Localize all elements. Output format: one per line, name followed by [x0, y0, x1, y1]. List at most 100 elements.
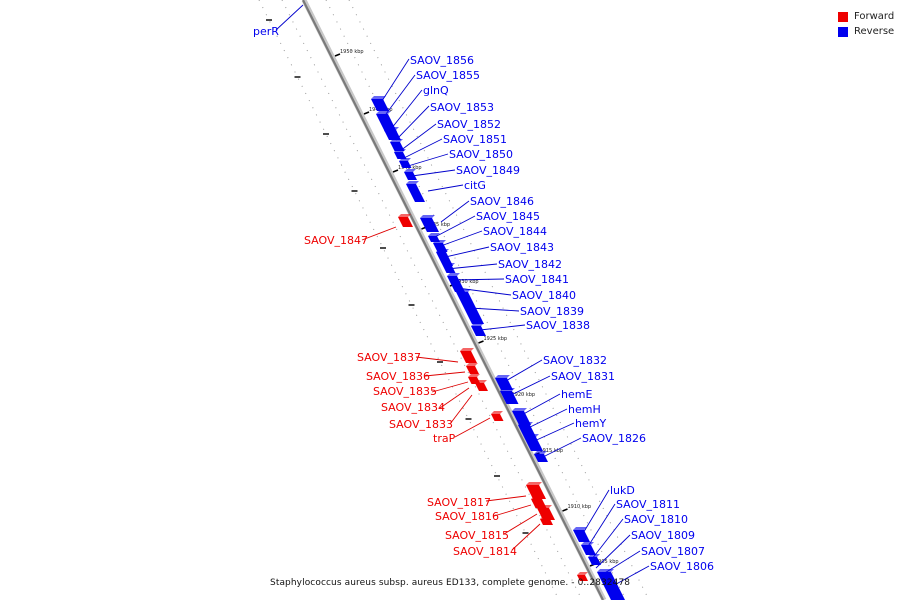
reverse-gene-block-4	[394, 149, 407, 159]
gene-top	[531, 496, 545, 499]
leader-forward-0	[361, 226, 397, 241]
reverse-gene-label-5: SAOV_1852	[437, 118, 501, 131]
gene-face	[597, 572, 625, 600]
gene-top	[500, 388, 515, 391]
tick-label: 1915 kbp	[540, 448, 564, 454]
forward-gene-block-6	[526, 482, 546, 499]
leader-reverse-25	[581, 489, 610, 536]
genome-caption: Staphylococcus aureus subsp. aureus ED13…	[270, 578, 631, 588]
leader-reverse-27	[591, 518, 624, 560]
tick-label: 1925 kbp	[484, 336, 508, 342]
gene-face	[371, 99, 389, 111]
forward-gene-label-2: SAOV_1836	[366, 370, 430, 383]
gene-face	[512, 411, 531, 425]
reverse-gene-block-20	[524, 434, 543, 451]
leader-reverse-18	[479, 324, 526, 331]
leader-reverse-24	[540, 437, 582, 459]
gene-face	[394, 152, 407, 159]
leader-forward-8	[493, 504, 532, 517]
reverse-gene-label-28: SAOV_1809	[631, 529, 695, 542]
gene-top	[491, 411, 503, 414]
leader-forward-3	[431, 381, 469, 393]
leader-reverse-11	[432, 215, 476, 239]
reverse-gene-block-18	[512, 408, 531, 425]
reverse-gene-block-16	[495, 375, 513, 390]
tick-label: 1935 kbp	[427, 222, 451, 228]
gene-top	[512, 408, 527, 411]
leader-reverse-19	[503, 359, 543, 383]
forward-gene-block-1	[460, 348, 477, 363]
forward-gene-block-9	[540, 516, 553, 525]
gene-top	[540, 516, 553, 519]
reverse-gene-block-21	[534, 451, 548, 462]
gene-top	[390, 139, 403, 142]
gene-top	[471, 323, 484, 326]
forward-gene-block-2	[466, 363, 479, 374]
leader-reverse-6	[403, 138, 443, 159]
forward-gene-label-8: SAOV_1816	[435, 510, 499, 523]
reverse-gene-label-30: SAOV_1806	[650, 560, 714, 573]
gene-top	[384, 127, 399, 130]
gene-face	[420, 218, 439, 232]
reverse-gene-label-10: SAOV_1846	[470, 195, 534, 208]
forward-gene-block-5	[491, 411, 504, 421]
leader-forward-4	[439, 387, 470, 409]
gene-face	[577, 575, 588, 581]
tick-mark	[562, 508, 568, 512]
reverse-gene-label-17: SAOV_1839	[520, 305, 584, 318]
leader-reverse-4	[395, 105, 430, 141]
gene-top	[404, 169, 416, 172]
gene-face	[436, 252, 453, 266]
reverse-gene-label-19: SAOV_1832	[543, 354, 607, 367]
gene-face	[475, 383, 488, 391]
forward-gene-label-6: traP	[433, 432, 456, 445]
gene-face	[471, 326, 486, 336]
gene-top	[433, 240, 446, 243]
reverse-gene-block-15	[471, 323, 486, 336]
gene-top	[526, 482, 542, 485]
gene-face	[399, 161, 412, 168]
forward-gene-label-0: SAOV_1847	[304, 234, 368, 247]
gene-face	[404, 172, 417, 180]
leader-forward-9	[503, 513, 538, 535]
gene-face	[534, 454, 548, 462]
genome-axis	[301, 0, 607, 600]
tick-label: 1930 kbp	[455, 279, 479, 285]
reverse-gene-block-6	[404, 169, 417, 180]
legend-label-reverse: Reverse	[854, 26, 895, 37]
leader-forward-7	[485, 495, 527, 502]
forward-gene-label-5: SAOV_1833	[389, 418, 453, 431]
reverse-gene-label-0: perR	[253, 25, 279, 38]
forward-gene-block-4	[475, 380, 488, 391]
leader-reverse-13	[440, 246, 490, 259]
legend-item-reverse: Reverse	[838, 24, 894, 39]
reverse-gene-block-17	[500, 388, 519, 404]
axis-line	[302, 0, 604, 600]
tick-label: 1905 kbp	[595, 559, 619, 565]
gene-face	[573, 530, 590, 542]
gene-top	[475, 380, 487, 383]
gene-top	[495, 375, 510, 378]
leader-forward-10	[511, 523, 541, 551]
reverse-gene-label-8: SAOV_1849	[456, 164, 520, 177]
leader-reverse-26	[586, 503, 616, 549]
reverse-gene-label-2: SAOV_1855	[416, 69, 480, 82]
reverse-gene-label-26: SAOV_1811	[616, 498, 680, 511]
gene-top	[460, 348, 474, 351]
gene-top	[428, 233, 440, 236]
gene-face	[581, 545, 596, 555]
reverse-gene-label-14: SAOV_1842	[498, 258, 562, 271]
legend-item-forward: Forward	[838, 9, 894, 24]
leader-reverse-7	[407, 153, 449, 167]
reverse-gene-block-23	[581, 542, 596, 555]
reverse-gene-label-24: SAOV_1826	[582, 432, 646, 445]
reverse-gene-label-27: SAOV_1810	[624, 513, 688, 526]
gene-face	[443, 266, 456, 273]
leader-reverse-22	[523, 408, 568, 431]
reverse-gene-label-6: SAOV_1851	[443, 133, 507, 146]
gene-face	[406, 184, 425, 202]
reverse-gene-label-21: hemE	[561, 388, 592, 401]
gene-top	[420, 215, 435, 218]
leader-reverse-28	[595, 534, 631, 569]
forward-swatch	[838, 11, 848, 22]
